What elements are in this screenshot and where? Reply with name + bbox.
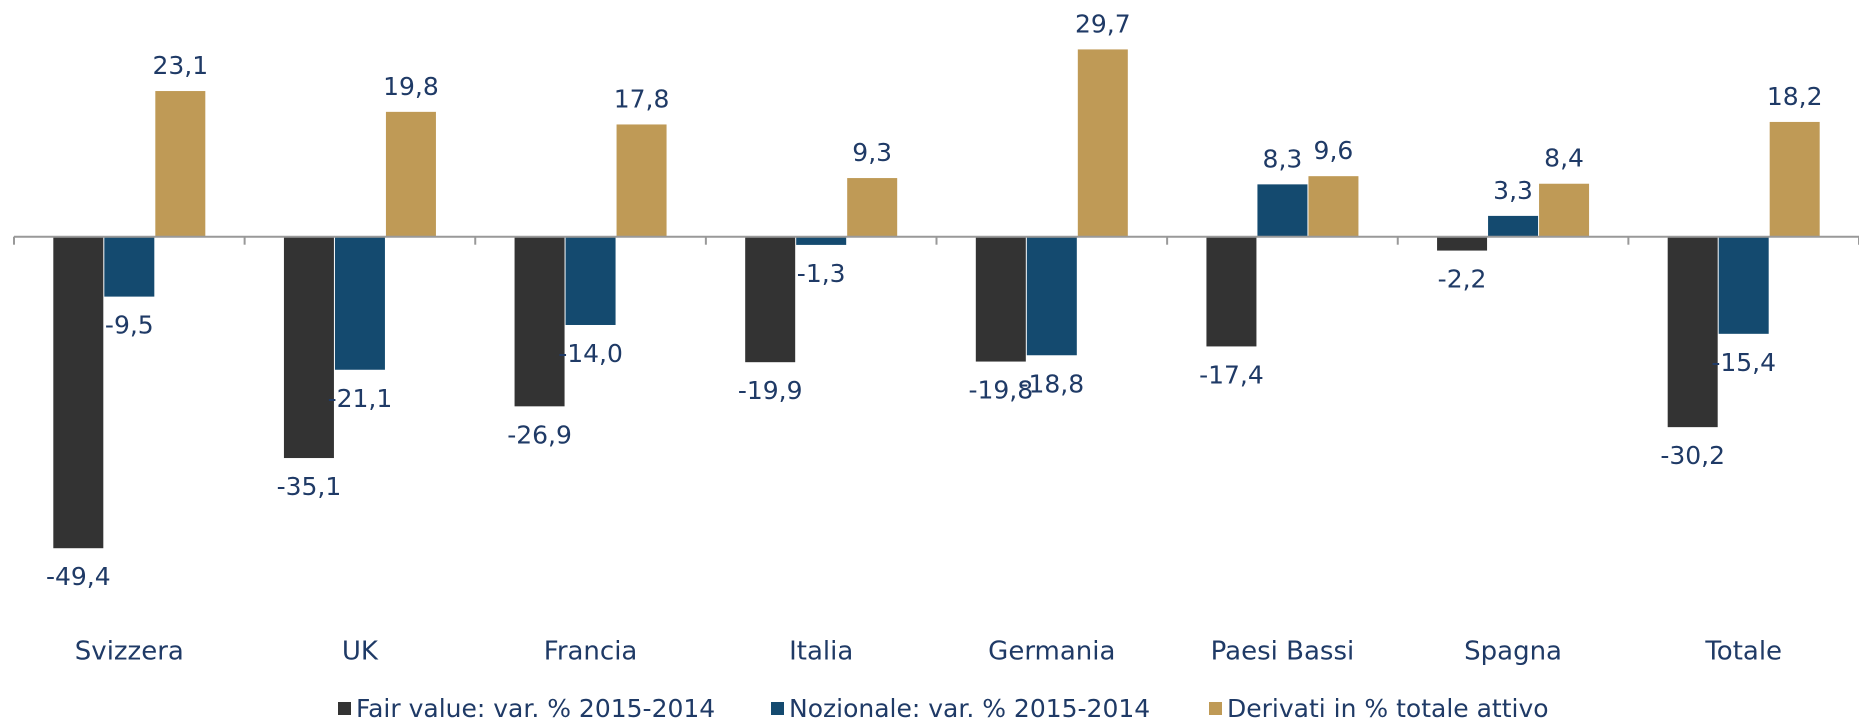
bar	[283, 236, 334, 459]
x-tick-label: Totale	[1704, 637, 1782, 667]
legend-label: Nozionale: var. % 2015-2014	[789, 694, 1150, 723]
bar	[1667, 236, 1718, 428]
bar	[745, 236, 796, 363]
value-label: -18,8	[1019, 369, 1084, 398]
legend-swatch	[1209, 702, 1222, 715]
x-tick-label: Svizzera	[75, 637, 184, 667]
bar	[1488, 215, 1539, 237]
bar	[104, 236, 155, 297]
bar	[1769, 121, 1820, 237]
value-label: 29,7	[1075, 9, 1131, 38]
bar	[155, 91, 206, 237]
value-label: -35,1	[277, 472, 342, 501]
bar	[565, 236, 616, 325]
bar	[1257, 184, 1308, 237]
value-label: 9,6	[1314, 136, 1354, 165]
x-tick-label: UK	[342, 637, 379, 667]
legend-label: Derivati in % totale attivo	[1227, 694, 1549, 723]
bar	[53, 236, 104, 549]
value-label: -14,0	[558, 339, 623, 368]
x-tick-label: Paesi Bassi	[1211, 637, 1355, 667]
bar	[1718, 236, 1769, 334]
value-label: 19,8	[383, 72, 439, 101]
x-tick-label: Spagna	[1464, 637, 1562, 667]
bar	[975, 236, 1026, 362]
value-label: -15,4	[1711, 348, 1776, 377]
value-label: -26,9	[507, 420, 572, 449]
bar	[334, 236, 385, 370]
value-label: 23,1	[152, 51, 208, 80]
legend-swatch	[771, 702, 784, 715]
x-tick-label: Francia	[544, 637, 638, 667]
value-label: -17,4	[1199, 360, 1264, 389]
bar	[1206, 236, 1257, 347]
value-label: -49,4	[46, 562, 111, 591]
value-label: -19,8	[968, 376, 1033, 405]
bar	[847, 178, 898, 237]
bar	[616, 124, 667, 237]
bar	[514, 236, 565, 407]
value-label: 8,3	[1263, 144, 1303, 173]
value-label: -2,2	[1438, 265, 1487, 294]
value-label: -19,9	[738, 376, 803, 405]
value-label: -21,1	[328, 384, 393, 413]
value-label: -1,3	[797, 259, 846, 288]
bar	[1539, 183, 1590, 237]
value-label: 9,3	[852, 138, 892, 167]
value-label: 8,4	[1544, 144, 1584, 173]
x-tick-label: Italia	[789, 637, 853, 667]
value-label: 3,3	[1493, 176, 1533, 205]
bar	[385, 111, 436, 237]
x-tick-label: Germania	[988, 637, 1115, 667]
bar	[1026, 236, 1077, 356]
bar	[1308, 176, 1359, 237]
legend-label: Fair value: var. % 2015-2014	[356, 694, 715, 723]
bar	[796, 236, 847, 245]
value-label: 17,8	[614, 84, 670, 113]
bar	[1077, 49, 1128, 237]
value-label: -30,2	[1660, 441, 1725, 470]
value-label: -9,5	[105, 311, 154, 340]
legend-swatch	[338, 702, 351, 715]
value-label: 18,2	[1767, 82, 1823, 111]
bar	[1437, 236, 1488, 251]
